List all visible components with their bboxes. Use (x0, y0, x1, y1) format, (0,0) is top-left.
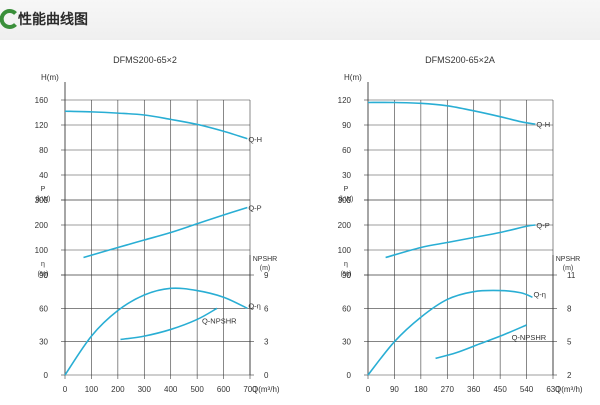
x-axis-label: Q(m³/h) (555, 385, 583, 394)
y-tick-label: 0 (44, 371, 49, 380)
right-axis-label: NPSHR (253, 256, 278, 263)
y-axis-label: (kW) (339, 196, 354, 203)
series-label: Q-η (248, 301, 261, 310)
x-axis-label: Q(m³/h) (252, 385, 280, 394)
right-tick-label: 3 (264, 338, 269, 347)
y-tick-label: 90 (39, 271, 48, 280)
x-tick-label: 180 (414, 385, 428, 394)
right-tick-label: 8 (567, 304, 572, 313)
performance-charts: DFMS200-65×204080120160H(m)0100200300P(k… (35, 55, 583, 394)
x-tick-label: 600 (217, 385, 231, 394)
y-tick-label: 90 (342, 271, 351, 280)
y-axis-label: (%) (341, 271, 352, 278)
x-tick-label: 450 (493, 385, 507, 394)
y-axis-label: η (41, 261, 45, 268)
y-tick-label: 0 (347, 271, 352, 280)
y-tick-label: 300 (338, 196, 352, 205)
y-tick-label: 200 (338, 221, 352, 230)
chart-title: DFMS200-65×2 (113, 55, 177, 65)
series-line-Q-NPSHR (435, 324, 527, 360)
x-tick-label: 200 (111, 385, 125, 394)
chart-title: DFMS200-65×2A (425, 55, 495, 65)
y-tick-label: 30 (342, 338, 351, 347)
x-tick-label: 300 (138, 385, 152, 394)
y-axis-label: P (41, 186, 46, 193)
x-tick-label: 0 (63, 385, 68, 394)
series-line-Q-NPSHR (120, 307, 218, 341)
y-axis-label: H(m) (41, 73, 59, 82)
ring-icon (0, 9, 17, 29)
series-label: Q-NPSHR (512, 333, 547, 342)
series-label: Q-η (533, 290, 546, 299)
y-tick-label: 80 (39, 146, 48, 155)
y-tick-label: 30 (39, 338, 48, 347)
y-tick-label: 100 (338, 246, 352, 255)
series-line-Q-P (385, 224, 536, 259)
x-tick-label: 100 (85, 385, 99, 394)
y-tick-label: 160 (35, 96, 49, 105)
x-tick-label: 630 (546, 385, 560, 394)
series-label: Q-P (248, 204, 261, 213)
series-label: Q-P (536, 221, 549, 230)
x-tick-label: 540 (520, 385, 534, 394)
y-axis-label: (%) (38, 271, 49, 278)
y-tick-label: 0 (44, 271, 49, 280)
y-tick-label: 30 (342, 171, 351, 180)
y-axis-label: P (344, 186, 349, 193)
right-tick-label: 11 (567, 271, 576, 280)
y-tick-label: 0 (44, 196, 49, 205)
section-title: 性能曲线图 (18, 12, 88, 28)
right-tick-label: 9 (264, 271, 269, 280)
y-tick-label: 200 (35, 221, 49, 230)
series-label: Q-H (536, 120, 550, 129)
series-line-Q-η (367, 289, 533, 376)
y-tick-label: 300 (35, 196, 49, 205)
series-line-Q-H (367, 101, 536, 125)
right-tick-label: 0 (264, 371, 269, 380)
series-line-Q-P (83, 206, 248, 259)
right-tick-label: 6 (264, 304, 269, 313)
y-tick-label: 60 (342, 304, 351, 313)
x-tick-label: 90 (390, 385, 399, 394)
right-axis-label: NPSHR (556, 256, 581, 263)
x-tick-label: 0 (366, 385, 371, 394)
series-line-Q-η (64, 287, 248, 376)
section-header: 性能曲线图 (0, 0, 600, 40)
y-tick-label: 0 (347, 371, 352, 380)
right-axis-label: (m) (563, 265, 574, 272)
right-tick-label: 5 (567, 338, 572, 347)
y-axis-label: (kW) (36, 196, 51, 203)
x-tick-label: 270 (441, 385, 455, 394)
right-axis-label: (m) (260, 265, 271, 272)
y-tick-label: 90 (342, 121, 351, 130)
x-tick-label: 360 (467, 385, 481, 394)
y-tick-label: 40 (39, 171, 48, 180)
y-axis-label: η (344, 261, 348, 268)
y-tick-label: 60 (342, 146, 351, 155)
y-tick-label: 0 (347, 196, 352, 205)
series-line-Q-H (64, 110, 248, 140)
series-label: Q-NPSHR (202, 316, 237, 325)
series-label: Q-H (248, 135, 262, 144)
x-tick-label: 500 (190, 385, 204, 394)
y-tick-label: 120 (338, 96, 352, 105)
y-tick-label: 100 (35, 246, 49, 255)
y-tick-label: 120 (35, 121, 49, 130)
y-tick-label: 60 (39, 304, 48, 313)
x-tick-label: 400 (164, 385, 178, 394)
x-tick-label: 700 (243, 385, 257, 394)
right-tick-label: 2 (567, 371, 572, 380)
y-axis-label: H(m) (344, 73, 362, 82)
